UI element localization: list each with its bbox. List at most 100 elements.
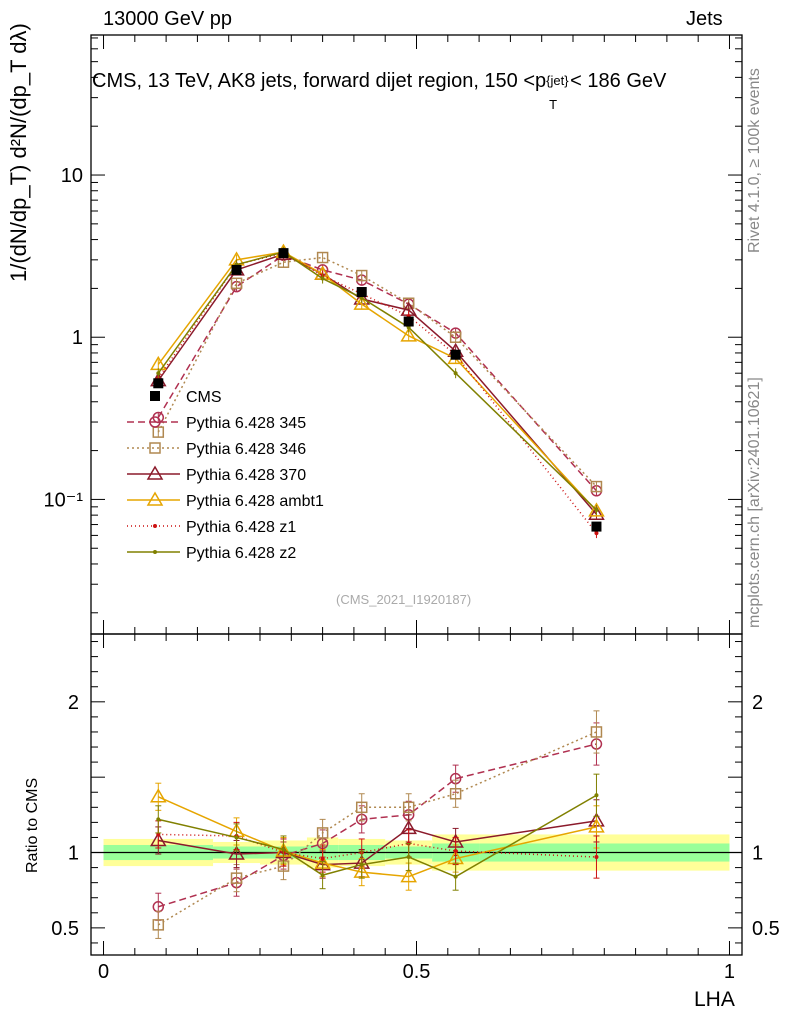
upper-y-tick-label: 10 xyxy=(61,165,83,187)
legend-label: Pythia 6.428 ambt1 xyxy=(186,493,324,510)
header-jets-label: Jets xyxy=(686,8,723,30)
lower-y-tick-label-left: 1 xyxy=(68,843,79,865)
upper-y-tick-label: 10⁻¹ xyxy=(44,489,84,511)
x-axis-title: LHA xyxy=(694,988,735,1011)
series-point xyxy=(453,371,458,376)
series-line xyxy=(157,251,598,512)
series-point xyxy=(588,502,605,517)
ratio-point xyxy=(590,726,603,738)
ratio-point xyxy=(588,818,605,833)
legend: CMS Pythia 6.428 345 Pythia 6.428 346 Pythi… xyxy=(127,389,324,562)
ratio-point xyxy=(402,801,415,814)
legend-marker xyxy=(146,491,164,506)
cms-data-point xyxy=(450,349,461,360)
upper-y-axis-title: 1/(dN/dp_T) d²N/(dp_T dλ) xyxy=(6,23,31,282)
series-point xyxy=(594,508,599,513)
series-point xyxy=(594,531,599,536)
legend-label: Pythia 6.428 z2 xyxy=(186,545,296,562)
series-point xyxy=(156,371,161,376)
ratio-line xyxy=(157,796,597,878)
ratio-point xyxy=(228,845,245,860)
legend-cms-marker xyxy=(150,391,160,401)
ratio-point xyxy=(320,873,325,878)
legend-marker xyxy=(153,524,157,528)
x-tick-label: 0 xyxy=(98,961,109,983)
ratio-point xyxy=(156,817,161,822)
ratio-series-1 xyxy=(152,710,603,939)
ratio-point xyxy=(234,835,239,840)
ratio-point xyxy=(149,788,167,803)
main-title-prefix: CMS, 13 TeV, AK8 jets, forward dijet reg… xyxy=(92,70,547,92)
x-tick-label: 0.5 xyxy=(403,961,431,983)
series-point xyxy=(353,295,371,310)
upper-y-tick-label: 1 xyxy=(72,327,83,349)
cms-data-point xyxy=(278,248,289,259)
main-title-subscript: T xyxy=(549,97,558,112)
ratio-point xyxy=(594,855,599,860)
legend-marker xyxy=(146,465,164,480)
ratio-point xyxy=(406,855,411,860)
ratio-series-0 xyxy=(152,722,603,921)
ratio-point xyxy=(449,787,462,800)
series-line xyxy=(157,256,598,488)
ratio-line xyxy=(158,794,597,878)
series-line xyxy=(157,253,598,515)
series-point xyxy=(320,276,325,281)
mcplots-source-label: mcplots.cern.ch [arXiv:2401.10621] xyxy=(746,377,763,628)
ratio-point xyxy=(400,868,417,883)
series-line xyxy=(157,252,598,534)
lower-y-tick-label-right: 1 xyxy=(752,843,763,865)
legend-marker xyxy=(153,550,157,554)
ratio-point xyxy=(230,872,243,884)
ratio-line xyxy=(158,743,597,908)
cms-data-point xyxy=(403,316,414,327)
ratio-point xyxy=(320,856,325,861)
lower-y-axis-title: Ratio to CMS xyxy=(24,777,41,873)
series-1 xyxy=(152,251,603,493)
series-point xyxy=(316,251,329,264)
lower-y-tick-label-right: 0.5 xyxy=(752,918,780,940)
legend-marker xyxy=(149,442,161,454)
cms-data xyxy=(153,248,602,532)
legend-label: Pythia 6.428 z1 xyxy=(186,519,296,536)
series-point xyxy=(355,269,368,282)
series-point xyxy=(588,505,605,521)
series-point xyxy=(590,480,603,493)
series-line xyxy=(157,254,598,492)
ratio-point xyxy=(355,801,368,814)
cms-data-point xyxy=(356,287,367,298)
cms-data-point xyxy=(231,264,242,275)
legend-label: Pythia 6.428 345 xyxy=(186,415,306,432)
legend-marker xyxy=(149,416,161,428)
lower-y-tick-label-right: 2 xyxy=(752,692,763,714)
ratio-point xyxy=(359,862,364,867)
series-line xyxy=(157,251,597,511)
lower-y-tick-label-left: 0.5 xyxy=(51,918,79,940)
series-point xyxy=(449,331,462,343)
legend-label: Pythia 6.428 346 xyxy=(186,441,306,458)
x-tick-label: 1 xyxy=(724,961,735,983)
main-title: CMS, 13 TeV, AK8 jets, forward dijet reg… xyxy=(92,70,667,112)
cms-data-point xyxy=(591,521,602,532)
ratio-point xyxy=(152,919,165,931)
cms-data-point xyxy=(153,378,164,389)
ratio-point xyxy=(281,847,286,852)
ratio-point xyxy=(453,874,458,879)
rivet-version-label: Rivet 4.1.0, ≥ 100k events xyxy=(746,68,763,253)
series-point xyxy=(400,327,417,342)
lower-y-tick-label-left: 2 xyxy=(68,692,79,714)
ratio-point xyxy=(594,793,599,798)
header-energy-label: 13000 GeV pp xyxy=(103,8,232,30)
ratio-series-5 xyxy=(155,773,600,891)
ratio-point xyxy=(316,827,329,839)
ratio-point xyxy=(453,849,458,854)
legend-label: Pythia 6.428 370 xyxy=(186,467,306,484)
ratio-line xyxy=(158,820,597,866)
ratio-point xyxy=(156,832,161,837)
analysis-watermark: (CMS_2021_I1920187) xyxy=(336,592,472,607)
series-point xyxy=(152,426,165,438)
main-title-suffix: < 186 GeV xyxy=(570,70,667,92)
ratio-line xyxy=(157,731,597,926)
legend-cms-label: CMS xyxy=(186,389,222,406)
